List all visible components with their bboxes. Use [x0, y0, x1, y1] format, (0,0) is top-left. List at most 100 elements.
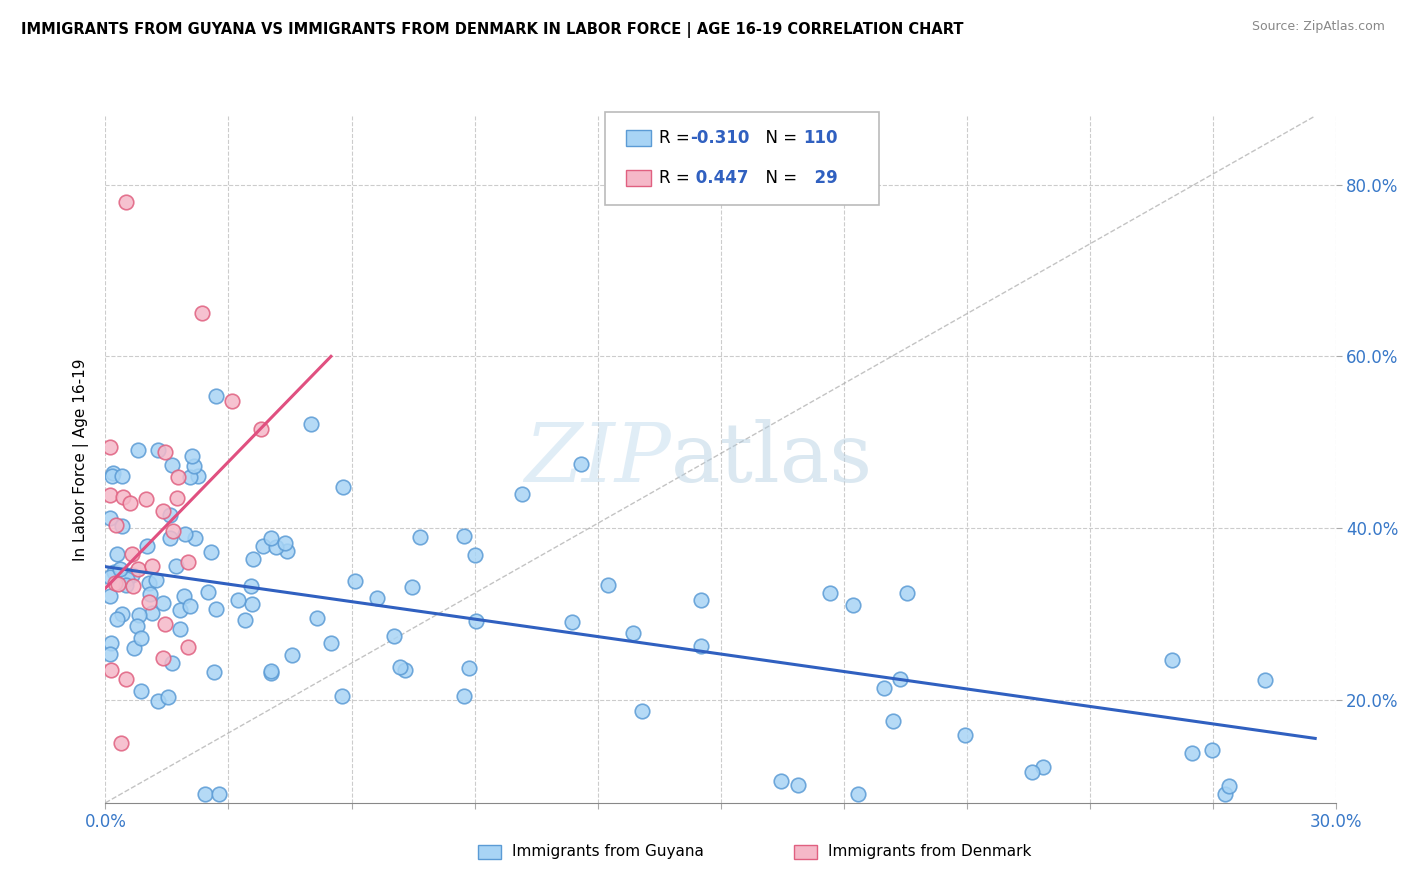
- Point: [108, 561, 131, 575]
- Y-axis label: In Labor Force | Age 16-19: In Labor Force | Age 16-19: [73, 358, 90, 561]
- Point: [252, 539, 274, 553]
- Point: [200, 545, 222, 559]
- Point: [1213, 787, 1236, 801]
- Point: [115, 577, 138, 591]
- Text: Source: ZipAtlas.com: Source: ZipAtlas.com: [1251, 20, 1385, 33]
- Point: [343, 574, 366, 588]
- Point: [117, 573, 139, 587]
- Point: [690, 593, 713, 607]
- Point: [872, 681, 894, 695]
- Text: Immigrants from Denmark: Immigrants from Denmark: [828, 845, 1032, 859]
- Point: [141, 606, 163, 620]
- Text: R =: R =: [659, 169, 696, 187]
- Point: [366, 591, 388, 606]
- Point: [205, 389, 228, 403]
- Point: [162, 458, 184, 472]
- Point: [122, 640, 145, 655]
- Point: [98, 570, 121, 584]
- Point: [184, 532, 207, 546]
- Text: 29: 29: [803, 169, 838, 187]
- Point: [689, 639, 711, 653]
- Point: [156, 690, 179, 705]
- Point: [166, 491, 188, 505]
- Text: IMMIGRANTS FROM GUYANA VS IMMIGRANTS FROM DENMARK IN LABOR FORCE | AGE 16-19 COR: IMMIGRANTS FROM GUYANA VS IMMIGRANTS FRO…: [21, 22, 963, 38]
- Point: [205, 601, 228, 615]
- Point: [174, 527, 197, 541]
- Point: [118, 496, 141, 510]
- Point: [787, 778, 810, 792]
- Point: [139, 586, 162, 600]
- Point: [127, 561, 149, 575]
- Text: 0.447: 0.447: [690, 169, 749, 187]
- Point: [103, 467, 125, 481]
- Point: [464, 549, 486, 563]
- Point: [167, 469, 190, 483]
- Point: [305, 610, 328, 624]
- Point: [382, 629, 405, 643]
- Point: [121, 567, 143, 582]
- Point: [177, 640, 200, 654]
- Point: [146, 443, 169, 458]
- Point: [111, 468, 134, 483]
- Point: [621, 626, 644, 640]
- Point: [135, 491, 157, 506]
- Point: [1032, 760, 1054, 774]
- Point: [401, 580, 423, 594]
- Point: [299, 417, 322, 432]
- Point: [125, 619, 148, 633]
- Point: [152, 596, 174, 610]
- Point: [1218, 780, 1240, 794]
- Text: R =: R =: [659, 129, 696, 147]
- Text: Immigrants from Guyana: Immigrants from Guyana: [512, 845, 703, 859]
- Point: [173, 589, 195, 603]
- Point: [166, 559, 188, 574]
- Point: [202, 665, 225, 679]
- Point: [183, 458, 205, 473]
- Point: [98, 440, 121, 454]
- Point: [896, 586, 918, 600]
- Point: [846, 787, 869, 801]
- Point: [458, 661, 481, 675]
- Point: [101, 468, 124, 483]
- Point: [152, 504, 174, 518]
- Point: [842, 598, 865, 612]
- Text: -0.310: -0.310: [690, 129, 749, 147]
- Text: N =: N =: [755, 129, 803, 147]
- Point: [453, 689, 475, 703]
- Point: [176, 555, 198, 569]
- Point: [769, 773, 792, 788]
- Point: [197, 585, 219, 599]
- Point: [260, 665, 283, 680]
- Point: [818, 585, 841, 599]
- Point: [260, 531, 283, 545]
- Point: [330, 690, 353, 704]
- Point: [179, 469, 201, 483]
- Point: [111, 519, 134, 533]
- Point: [135, 539, 157, 553]
- Point: [179, 599, 201, 613]
- Point: [394, 663, 416, 677]
- Point: [510, 487, 533, 501]
- Text: N =: N =: [755, 169, 803, 187]
- Point: [98, 488, 121, 502]
- Point: [1254, 673, 1277, 687]
- Point: [319, 636, 342, 650]
- Point: [159, 508, 181, 522]
- Point: [107, 576, 129, 591]
- Point: [208, 787, 231, 801]
- Point: [631, 704, 654, 718]
- Point: [104, 576, 127, 591]
- Point: [191, 306, 214, 320]
- Point: [221, 393, 243, 408]
- Point: [146, 694, 169, 708]
- Point: [561, 615, 583, 629]
- Point: [274, 536, 297, 550]
- Point: [98, 511, 121, 525]
- Point: [264, 541, 287, 555]
- Point: [953, 728, 976, 742]
- Point: [242, 551, 264, 566]
- Text: atlas: atlas: [672, 419, 873, 500]
- Point: [110, 736, 132, 750]
- Point: [332, 480, 354, 494]
- Point: [260, 664, 283, 678]
